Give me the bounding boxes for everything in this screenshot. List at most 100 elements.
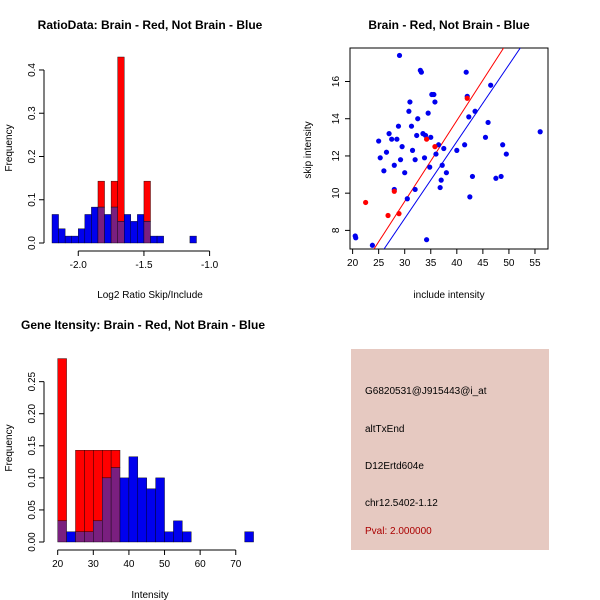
gene-hist-bar: [173, 520, 183, 543]
scatter-point-blue: [488, 82, 494, 88]
ratio-histogram: RatioData: Brain - Red, Not Brain - Blue…: [4, 18, 263, 301]
ratio-hist-bar: [156, 235, 164, 244]
scatter-title: Brain - Red, Not Brain - Blue: [368, 18, 530, 32]
gene-hist-bar: [244, 531, 254, 543]
scatter-point-blue: [415, 116, 421, 122]
scatter-point-blue: [467, 194, 473, 200]
scatter-point-blue: [537, 129, 543, 135]
scatter-point-blue: [493, 175, 499, 181]
gene-hist-bar: [128, 456, 139, 543]
ratio-hist-y-tick-label: 0.1: [27, 192, 38, 206]
scatter-point-blue: [482, 134, 489, 140]
ratio-hist-bar: [143, 180, 151, 222]
gene-hist-xlabel: Intensity: [131, 590, 168, 600]
scatter-point-blue: [425, 110, 431, 116]
ratio-hist-bar: [71, 235, 79, 244]
gene-hist-bar: [57, 358, 67, 522]
scatter-xlabel: include intensity: [413, 290, 484, 301]
ratio-hist-y-tick-label: 0.3: [27, 106, 38, 120]
ratio-hist-bar: [51, 214, 59, 244]
scatter-point-blue: [377, 155, 383, 161]
ratio-hist-bar: [137, 214, 145, 244]
gene-hist-bar: [110, 450, 121, 468]
ratio-hist-overlap-bar: [97, 206, 105, 244]
scatter-point-red: [385, 212, 391, 219]
gene-hist-bar: [66, 531, 76, 543]
scatter-point-blue: [433, 151, 439, 157]
ratio-hist-ylabel: Frequency: [4, 124, 15, 171]
scatter-point-red: [391, 188, 397, 194]
ratio-hist-bar: [78, 228, 86, 244]
scatter-point-blue: [472, 108, 478, 114]
gene-hist-overlap-bar: [75, 531, 85, 543]
gene-hist-overlap-bar: [102, 477, 112, 543]
scatter-x-tick-label: 45: [477, 258, 489, 269]
scatter-x-tick-label: 30: [399, 258, 411, 269]
scatter-point-blue: [466, 114, 472, 120]
scatter-point-blue: [391, 162, 397, 168]
scatter-point-blue: [383, 149, 390, 155]
scatter-point-blue: [396, 52, 403, 59]
scatter-point-blue: [428, 134, 434, 140]
gene-hist-x-tick-label: 30: [88, 559, 100, 570]
scatter-point-blue: [500, 142, 506, 148]
scatter-x-tick-label: 55: [529, 258, 541, 269]
scatter-point-blue: [386, 131, 392, 137]
probe-id-text: G6820531@J915443@i_at: [365, 386, 487, 397]
gene-hist-title: Gene Itensity: Brain - Red, Not Brain - …: [21, 318, 265, 332]
scatter-point-blue: [431, 91, 437, 98]
scatter-point-blue: [503, 151, 509, 157]
gene-hist-bar: [146, 488, 156, 543]
scatter-point-red: [464, 95, 470, 101]
scatter-point-blue: [381, 168, 387, 174]
ratio-hist-y-tick-label: 0.0: [27, 236, 38, 250]
scatter-point-blue: [443, 170, 449, 176]
scatter-y-tick-label: 12: [331, 150, 342, 162]
ratio-hist-bar: [58, 228, 66, 244]
gene-hist-bar: [182, 531, 192, 543]
scatter-point-blue: [397, 157, 404, 163]
scatter-point-blue: [394, 136, 400, 142]
gene-hist-bar: [84, 450, 94, 532]
gene-hist-y-tick-label: 0.10: [27, 468, 38, 488]
scatter-point-blue: [409, 147, 416, 153]
scatter-point-blue: [418, 69, 424, 75]
scatter-y-tick-label: 10: [331, 187, 342, 199]
scatter-point-blue: [353, 235, 359, 241]
ratio-hist-bar: [97, 180, 105, 208]
ratio-hist-bar: [117, 56, 125, 222]
scatter-point-blue: [498, 173, 504, 180]
scatter-point-blue: [389, 136, 395, 142]
gene-hist-bar: [75, 450, 85, 532]
ratio-hist-x-tick-label: -2.0: [70, 260, 88, 271]
gene-hist-y-tick-label: 0.20: [27, 404, 38, 424]
gene-hist-bar: [164, 531, 174, 543]
fit-line-red: [373, 48, 505, 249]
ratio-hist-bar: [130, 221, 138, 244]
gene-hist-y-tick-label: 0.00: [27, 532, 38, 552]
fit-line-blue: [383, 48, 521, 249]
ratio-hist-overlap-bar: [117, 221, 125, 244]
ratio-hist-bar: [124, 214, 131, 244]
gene-hist-x-tick-label: 60: [195, 559, 207, 570]
scatter-point-blue: [463, 69, 469, 75]
scatter-point-blue: [441, 145, 447, 152]
scatter-point-red: [396, 211, 402, 217]
scatter-y-tick-label: 16: [331, 76, 342, 88]
scatter-point-blue: [423, 237, 430, 243]
scatter-point-blue: [376, 138, 382, 144]
gene-hist-x-tick-label: 40: [123, 559, 135, 570]
gene-hist-x-tick-label: 70: [230, 559, 242, 570]
gene-hist-bar: [155, 477, 165, 543]
gene-hist-y-tick-label: 0.05: [27, 500, 38, 520]
scatter-point-blue: [369, 242, 376, 248]
ratio-hist-y-tick-label: 0.4: [27, 63, 38, 77]
scatter-point-blue: [395, 123, 402, 129]
ratio-hist-bar: [91, 206, 99, 244]
scatter-point-blue: [404, 196, 410, 202]
ratio-hist-overlap-bar: [110, 206, 118, 244]
ratio-hist-y-tick-label: 0.2: [27, 149, 38, 163]
scatter-point-blue: [462, 142, 468, 148]
scatter-point-blue: [412, 157, 418, 163]
